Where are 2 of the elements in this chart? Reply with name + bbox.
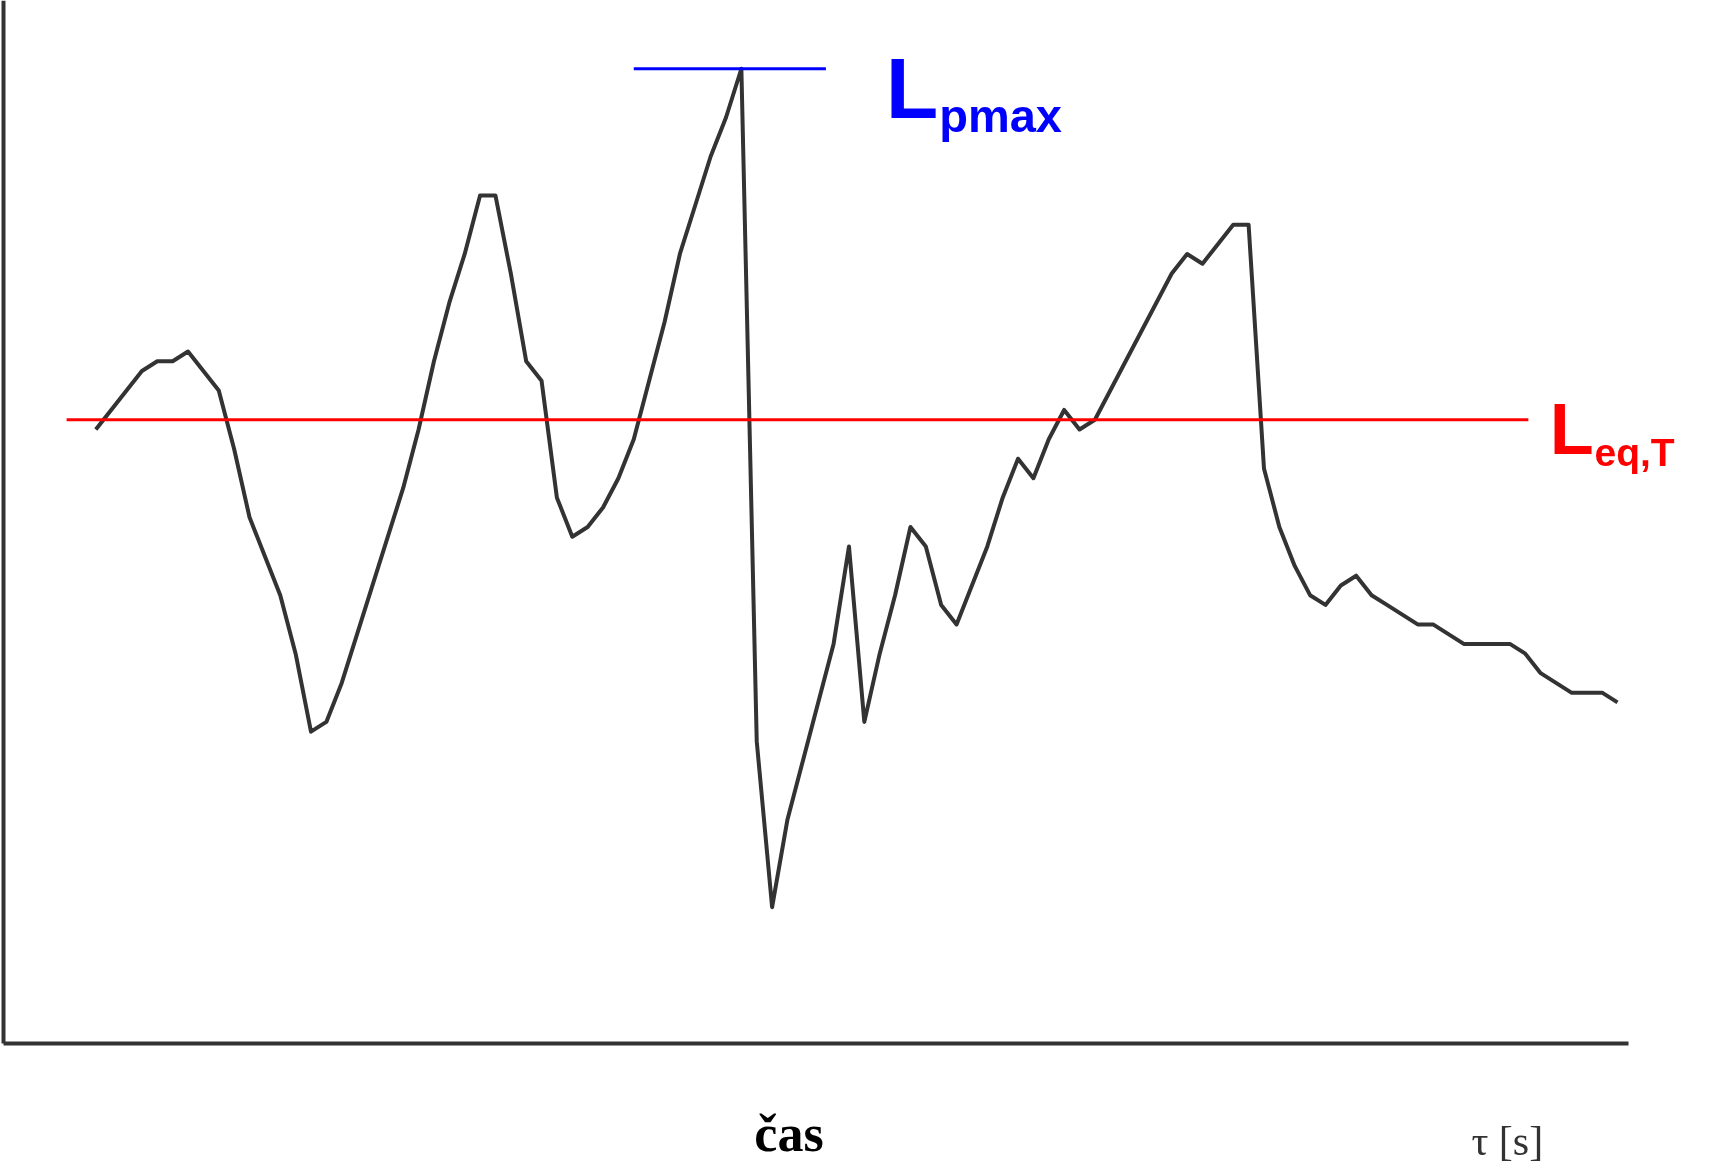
text: τ [s] bbox=[1471, 1118, 1544, 1165]
x-axis-title: čas bbox=[754, 1104, 824, 1162]
